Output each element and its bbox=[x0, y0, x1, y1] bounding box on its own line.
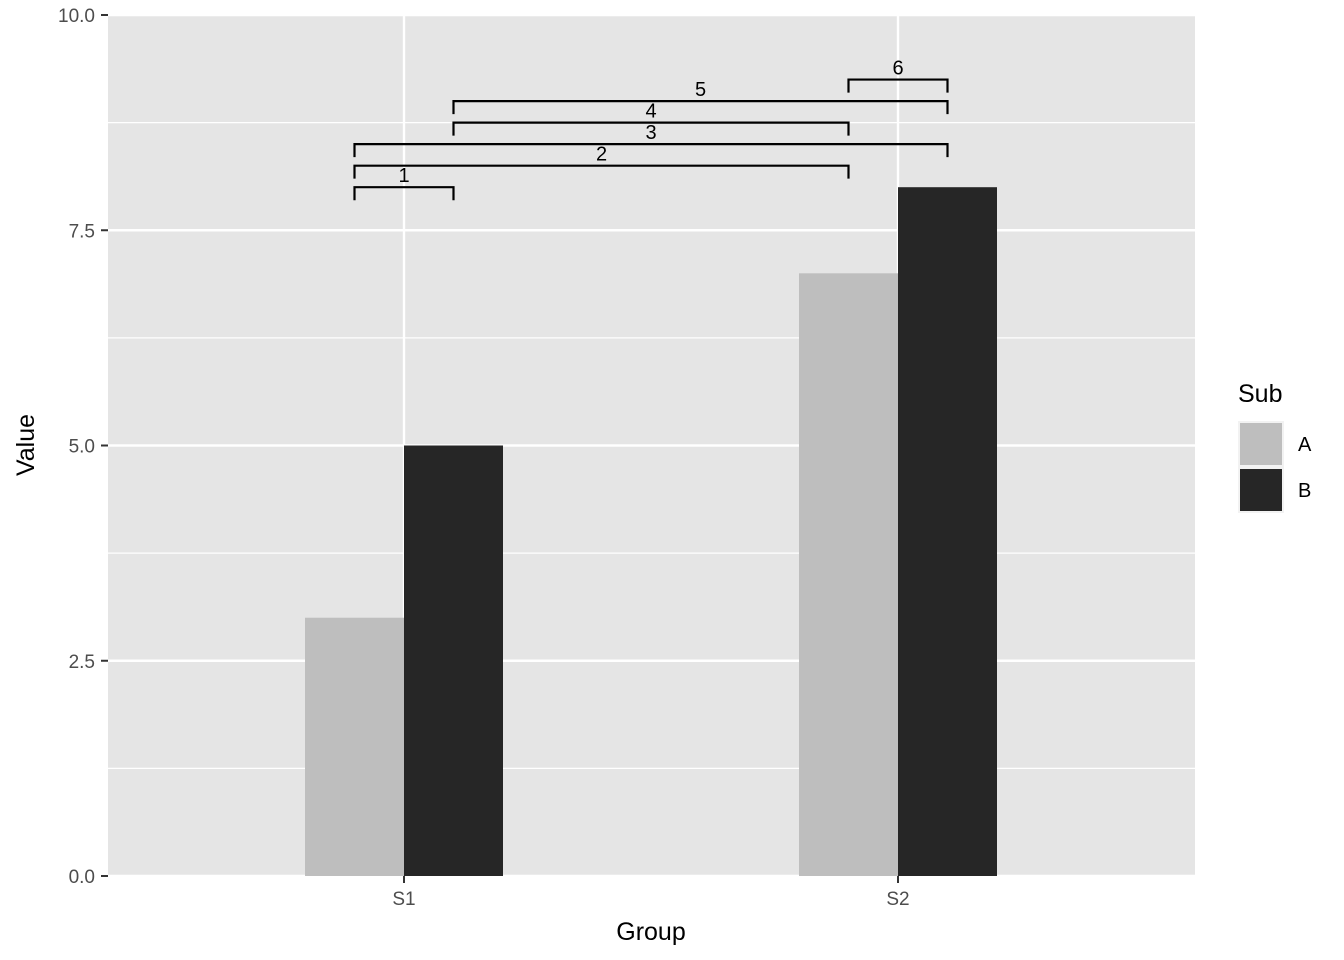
bracket-label-1: 1 bbox=[398, 165, 409, 187]
bracket-layer: 1 2 34 5 6 bbox=[353, 58, 949, 201]
x-tick-label: S1 bbox=[392, 889, 415, 910]
bracket-1 bbox=[353, 186, 455, 201]
bracket-3 bbox=[353, 143, 949, 158]
legend-swatch-b bbox=[1240, 469, 1282, 511]
bar-s1-a bbox=[305, 617, 404, 876]
axis-layer: 0.0 2.5 5.0 7.5 10.0 S1 S2 bbox=[58, 6, 910, 910]
x-tick-label: S2 bbox=[886, 889, 909, 910]
legend-label-b: B bbox=[1298, 480, 1311, 502]
bracket-label-5: 5 bbox=[695, 79, 706, 101]
legend-title: Sub bbox=[1238, 380, 1282, 408]
y-tick-label: 5.0 bbox=[69, 437, 95, 458]
bracket-5 bbox=[452, 100, 949, 115]
bar-layer bbox=[305, 187, 997, 876]
bracket-label-6: 6 bbox=[892, 58, 903, 80]
bracket-label-4: 4 bbox=[645, 101, 656, 123]
y-tick-label: 2.5 bbox=[69, 652, 95, 673]
bracket-6 bbox=[847, 78, 949, 93]
bar-s2-b bbox=[898, 187, 997, 876]
bar-s2-a bbox=[799, 273, 898, 876]
y-tick-label: 10.0 bbox=[58, 6, 95, 27]
y-tick-label: 7.5 bbox=[69, 221, 95, 242]
x-axis-title: Group bbox=[616, 918, 685, 946]
bracket-label-3: 3 bbox=[645, 122, 656, 144]
bracket-4 bbox=[452, 121, 850, 136]
bracket-2 bbox=[353, 164, 850, 179]
legend-swatch-a bbox=[1240, 423, 1282, 465]
legend: Sub AB bbox=[1238, 380, 1312, 513]
bracket-label-2: 2 bbox=[596, 144, 607, 166]
y-tick-label: 0.0 bbox=[69, 867, 95, 888]
legend-items: AB bbox=[1238, 421, 1312, 513]
legend-label-a: A bbox=[1298, 434, 1312, 456]
y-axis-title: Value bbox=[12, 414, 40, 476]
bar-s1-b bbox=[404, 445, 503, 876]
